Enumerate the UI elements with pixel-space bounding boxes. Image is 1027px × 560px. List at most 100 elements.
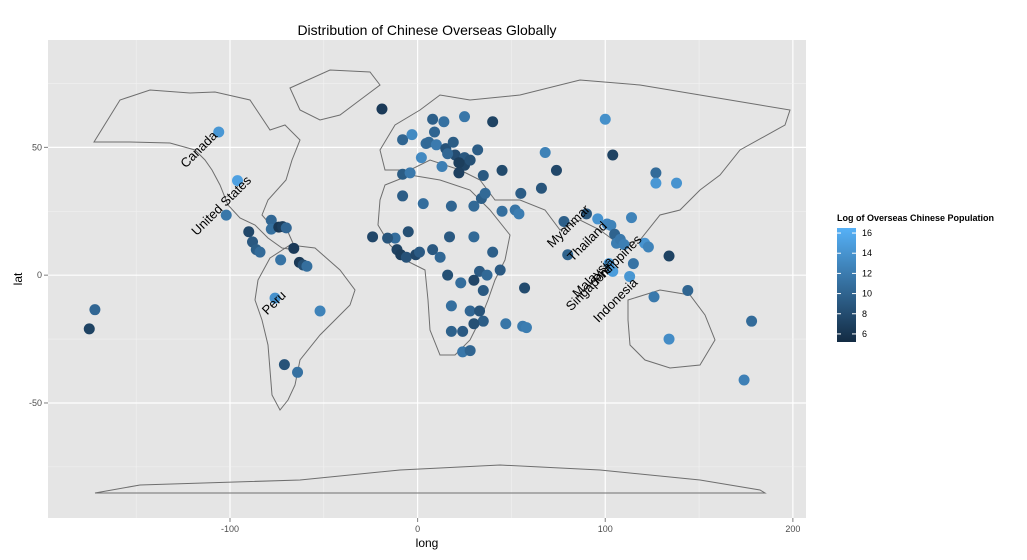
greenland-outline xyxy=(289,69,381,121)
x-tick-label: -100 xyxy=(221,524,239,534)
data-point xyxy=(468,274,480,286)
data-point xyxy=(464,154,476,166)
data-point xyxy=(599,113,611,125)
data-point xyxy=(682,285,694,297)
data-point xyxy=(627,258,639,270)
y-tick-label: 0 xyxy=(37,270,42,280)
data-point xyxy=(397,134,409,146)
data-point xyxy=(496,164,508,176)
data-point xyxy=(468,231,480,243)
data-point xyxy=(477,315,489,327)
data-point xyxy=(275,254,287,266)
data-point xyxy=(89,304,101,316)
data-point xyxy=(626,212,638,224)
data-point xyxy=(442,269,454,281)
data-point xyxy=(496,205,508,217)
data-point xyxy=(292,366,304,378)
data-point xyxy=(550,164,562,176)
data-point xyxy=(513,208,525,220)
legend-title: Log of Overseas Chinese Population xyxy=(837,213,994,223)
y-axis-ticks: -50 0 50 xyxy=(29,142,48,408)
data-point xyxy=(746,315,758,327)
data-point xyxy=(243,226,255,238)
data-point xyxy=(539,146,551,158)
data-point xyxy=(500,318,512,330)
data-point xyxy=(607,149,619,161)
eurasia-outline xyxy=(379,79,791,246)
data-point xyxy=(663,250,675,262)
data-point xyxy=(474,305,486,317)
data-point xyxy=(487,116,499,128)
legend-tick-label: 10 xyxy=(862,289,872,299)
data-points xyxy=(83,103,758,386)
legend: Log of Overseas Chinese Population 6 8 10 1… xyxy=(837,213,994,342)
data-point xyxy=(663,333,675,345)
data-point xyxy=(404,167,416,179)
data-point xyxy=(455,277,467,289)
x-tick-label: 0 xyxy=(415,524,420,534)
data-point xyxy=(494,264,506,276)
antarctica-outline xyxy=(94,464,767,494)
data-point xyxy=(618,238,630,250)
data-point xyxy=(650,177,662,189)
data-point xyxy=(642,241,654,253)
data-point xyxy=(402,226,414,238)
data-point xyxy=(376,103,388,115)
data-point xyxy=(464,305,476,317)
data-point xyxy=(427,244,439,256)
data-point xyxy=(301,260,313,272)
data-point xyxy=(406,129,418,141)
data-point xyxy=(519,282,531,294)
x-tick-label: 200 xyxy=(785,524,800,534)
data-point xyxy=(438,116,450,128)
data-point xyxy=(367,231,379,243)
data-point xyxy=(738,374,750,386)
data-point xyxy=(520,322,532,334)
data-point xyxy=(265,214,277,226)
data-point xyxy=(314,305,326,317)
x-axis-ticks: -100 0 100 200 xyxy=(221,518,800,534)
data-point xyxy=(434,251,446,263)
legend-ticks: 6 8 10 12 14 16 xyxy=(837,228,872,339)
y-tick-label: -50 xyxy=(29,398,42,408)
data-point xyxy=(515,187,527,199)
data-point xyxy=(417,198,429,210)
data-point xyxy=(648,291,660,303)
legend-colorbar xyxy=(837,228,856,342)
data-point xyxy=(278,359,290,371)
data-point xyxy=(269,292,281,304)
data-point xyxy=(400,251,412,263)
data-point xyxy=(436,161,448,173)
data-point xyxy=(213,126,225,138)
south-america-outline xyxy=(254,244,356,411)
data-point xyxy=(415,152,427,164)
data-point xyxy=(445,325,457,337)
data-point xyxy=(605,219,617,231)
data-point xyxy=(453,167,465,179)
data-point xyxy=(592,213,604,225)
data-point xyxy=(453,157,465,169)
data-point xyxy=(447,136,459,148)
data-point xyxy=(477,285,489,297)
data-point xyxy=(464,345,476,357)
data-point xyxy=(624,270,636,282)
data-point xyxy=(83,323,95,335)
data-point xyxy=(580,208,592,220)
data-point xyxy=(445,200,457,212)
y-tick-label: 50 xyxy=(32,142,42,152)
data-point xyxy=(562,249,574,261)
data-point xyxy=(459,111,471,123)
data-point xyxy=(472,144,484,156)
data-point xyxy=(487,246,499,258)
legend-tick-label: 6 xyxy=(862,329,867,339)
data-point xyxy=(444,231,456,243)
x-axis-title: long xyxy=(416,536,439,550)
data-point xyxy=(558,215,570,227)
data-point xyxy=(397,190,409,202)
data-point xyxy=(280,222,292,234)
data-point xyxy=(650,167,662,179)
data-point xyxy=(382,232,394,244)
data-point xyxy=(254,246,266,258)
data-point xyxy=(445,300,457,312)
